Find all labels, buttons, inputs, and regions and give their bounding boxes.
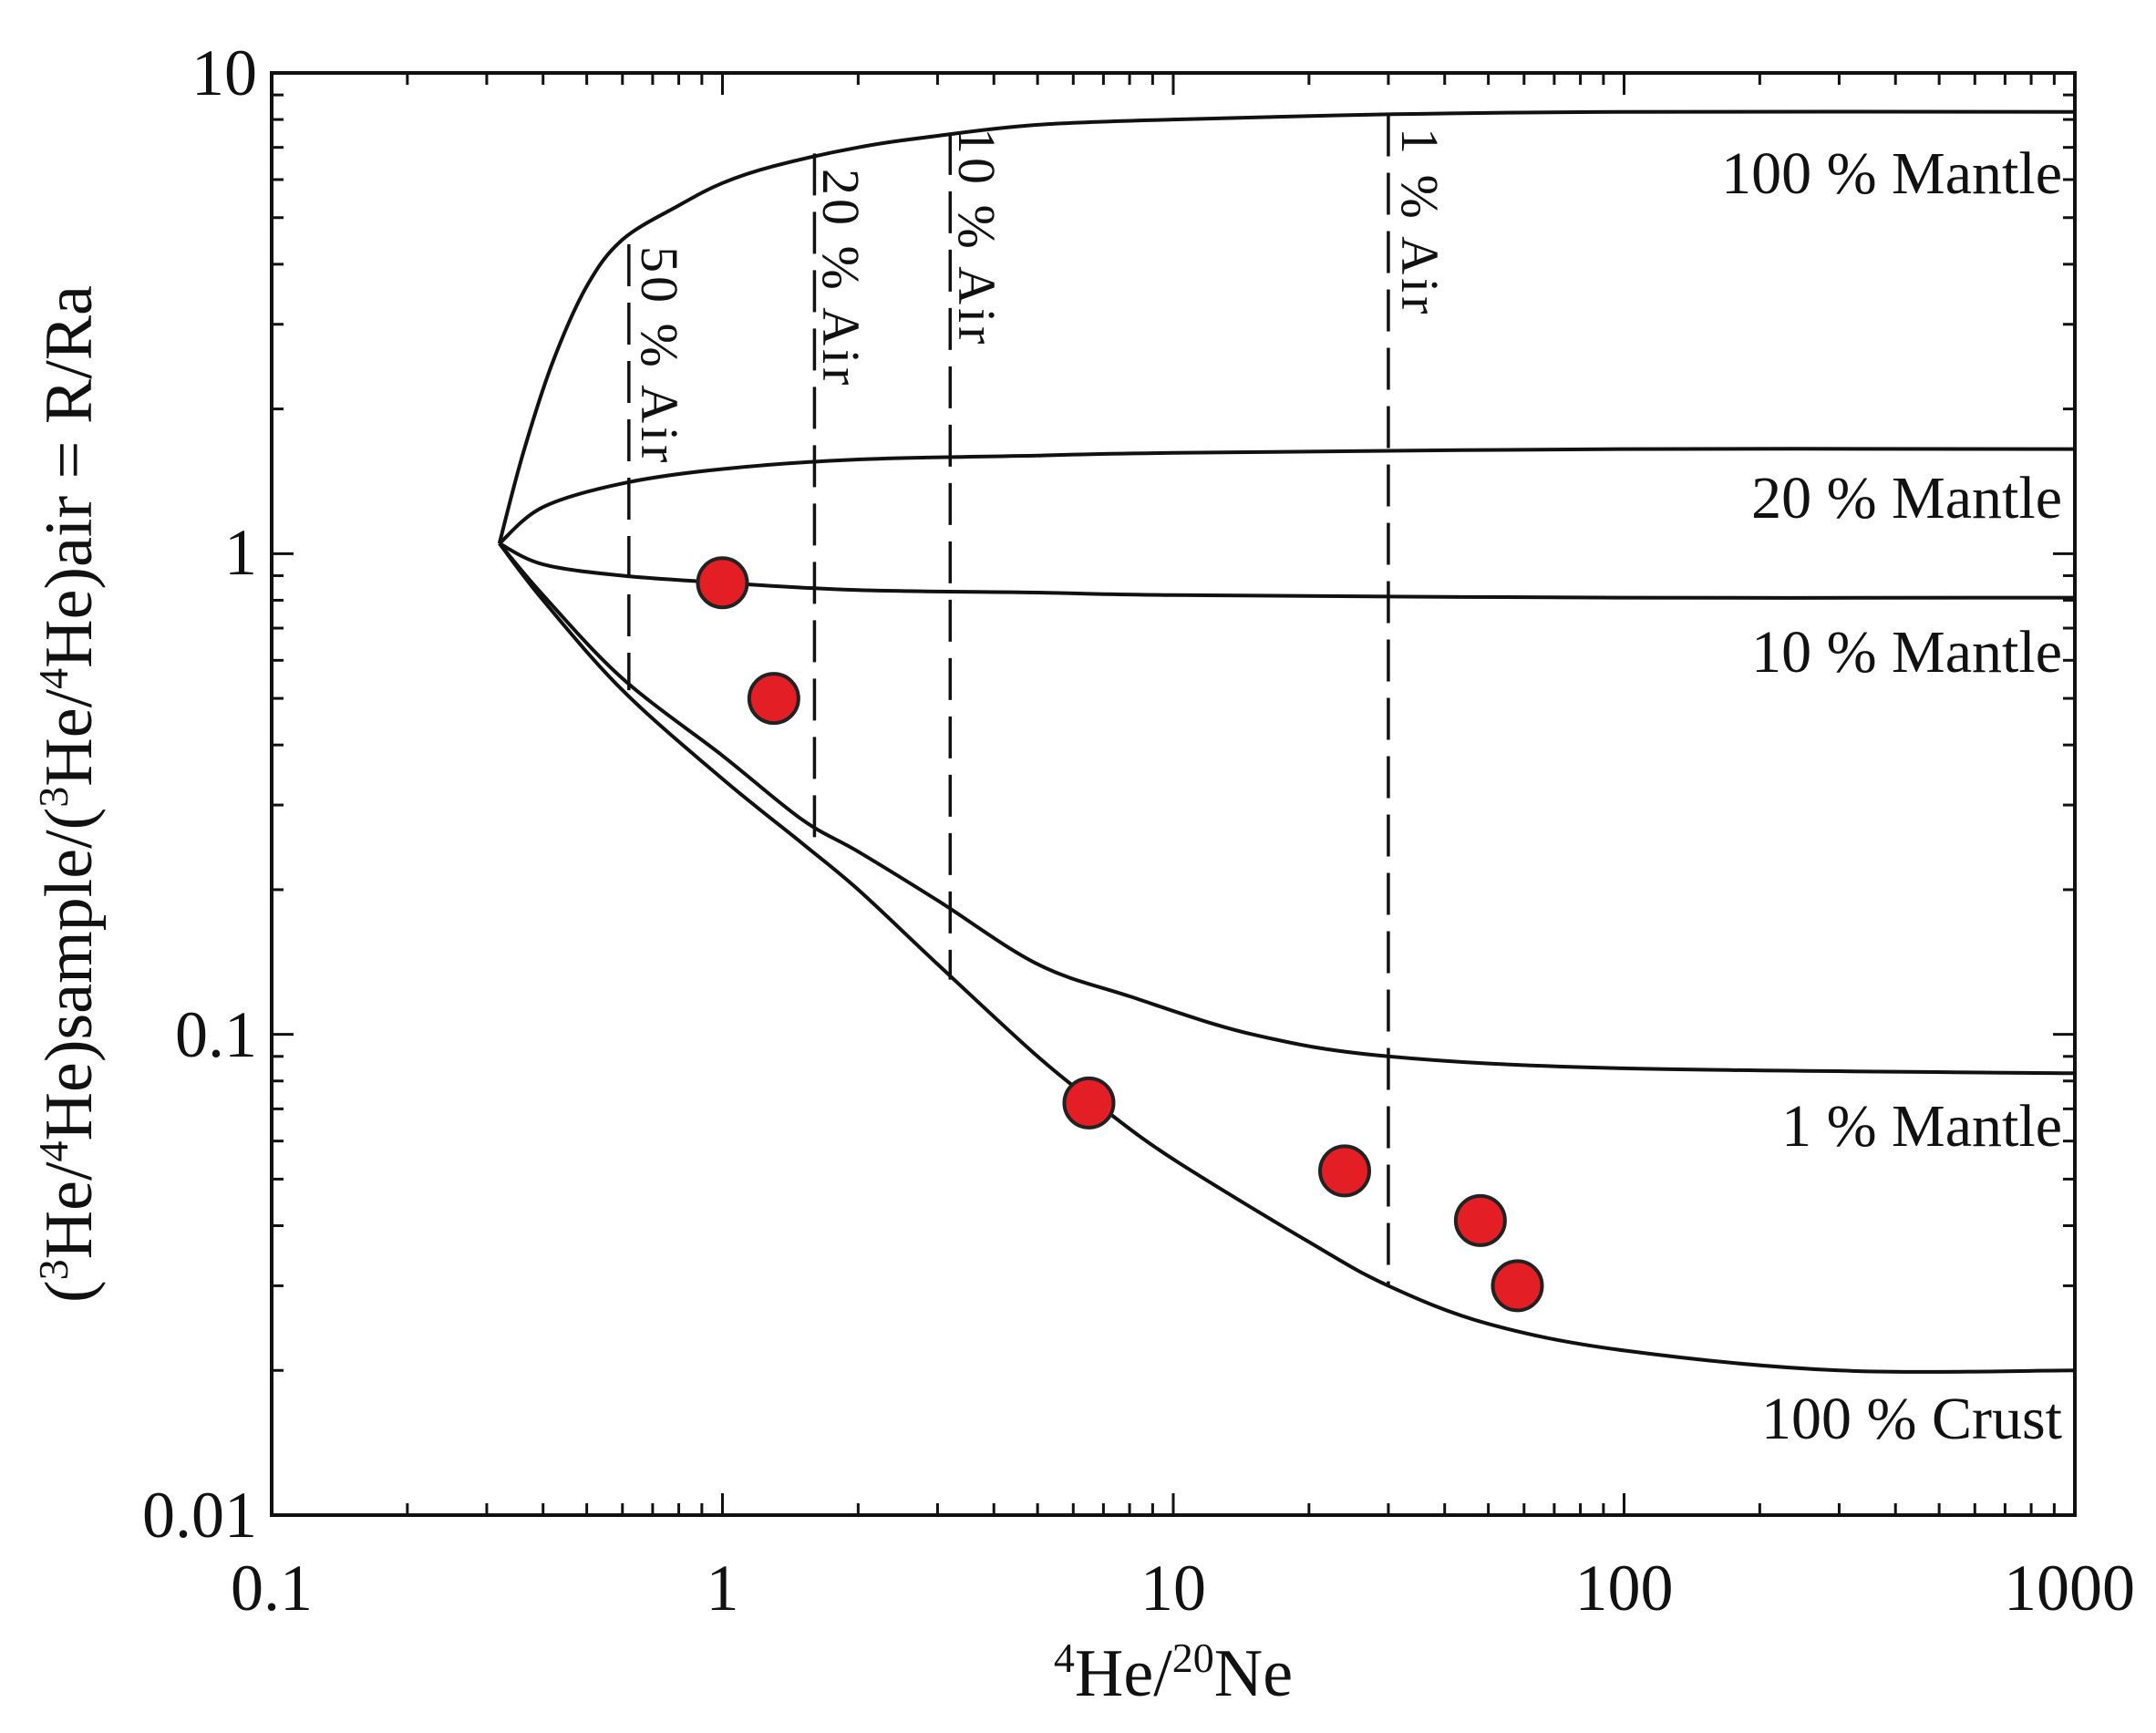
y-tick-label-0.1: 0.1	[175, 998, 257, 1071]
curve-label-100-crust: 100 % Crust	[1761, 1386, 2062, 1452]
curve-label-10-mantle: 10 % Mantle	[1751, 619, 2062, 686]
x-tick-label-100: 100	[1575, 1552, 1674, 1625]
x-tick-label-1000: 1000	[2004, 1552, 2135, 1625]
mixing-curve-100-mantle	[497, 109, 2076, 544]
data-point-4	[1318, 1144, 1372, 1198]
curve-label-1-mantle: 1 % Mantle	[1781, 1093, 2062, 1160]
y-axis-title: (3He/4He)sample/(3He/4He)air = R/Ra	[30, 285, 107, 1303]
y-tick-label-1: 1	[224, 516, 257, 589]
axis-ticks	[270, 71, 2077, 1517]
data-point-6	[1491, 1259, 1544, 1313]
data-point-5	[1453, 1193, 1507, 1247]
mixing-curve-1-mantle	[498, 542, 2076, 1076]
mixing-curve-20-mantle	[498, 447, 2076, 545]
x-axis-title: 4He/20Ne	[1054, 1635, 1293, 1711]
data-point-3	[1062, 1076, 1116, 1130]
air-label-50: 50 % Air	[630, 246, 689, 466]
air-label-10: 10 % Air	[947, 128, 1006, 347]
x-tick-label-10: 10	[1140, 1552, 1206, 1625]
air-label-1: 1 % Air	[1390, 128, 1449, 317]
curve-label-20-mantle: 20 % Mantle	[1751, 465, 2062, 531]
y-tick-label-0.01: 0.01	[142, 1479, 257, 1552]
x-tick-label-1: 1	[707, 1552, 739, 1625]
data-points	[696, 556, 1544, 1313]
air-contamination-lines	[627, 114, 1390, 1286]
data-point-2	[747, 672, 800, 726]
data-point-1	[696, 556, 749, 610]
curve-label-100-mantle: 100 % Mantle	[1721, 140, 2062, 207]
y-tick-label-10: 10	[191, 36, 257, 109]
air-label-20: 20 % Air	[811, 169, 871, 388]
x-tick-label-0.1: 0.1	[231, 1552, 313, 1625]
mixing-curve-10-mantle	[498, 542, 2076, 600]
